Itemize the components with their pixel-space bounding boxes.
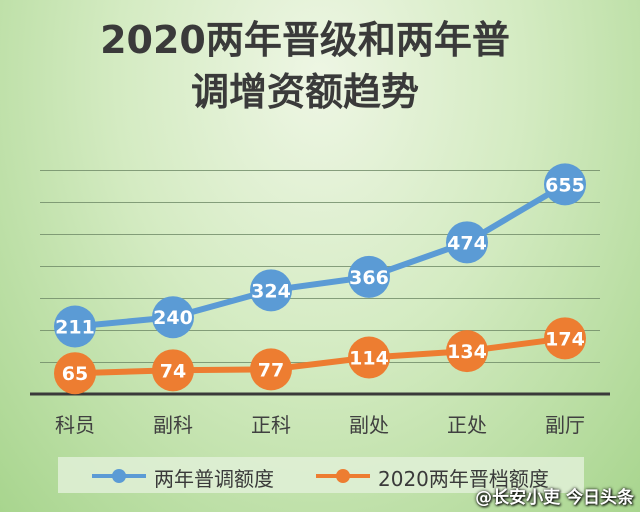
legend: 两年普调额度 2020两年晋档额度 — [58, 457, 584, 493]
data-label: 134 — [447, 341, 487, 363]
series-line — [74, 181, 567, 330]
series-line — [74, 335, 566, 377]
chart-title-line-1: 2020两年晋级和两年普 — [100, 18, 510, 62]
data-label: 366 — [349, 267, 389, 289]
x-tick-label: 副科 — [153, 413, 193, 437]
legend-label: 两年普调额度 — [154, 467, 274, 491]
data-label: 74 — [160, 360, 186, 382]
data-point — [250, 348, 292, 391]
data-label: 114 — [349, 348, 389, 370]
data-point — [54, 352, 96, 395]
chart-title: 2020两年晋级和两年普 调增资额趋势 — [0, 14, 610, 118]
data-point — [152, 349, 194, 392]
data-point — [544, 163, 586, 206]
data-label: 174 — [545, 328, 585, 350]
data-label: 324 — [251, 280, 291, 302]
watermark: @长安小吏 今日头条 — [475, 488, 634, 508]
data-label: 65 — [62, 363, 88, 385]
data-point — [250, 269, 292, 312]
legend-swatch-marker — [112, 469, 126, 483]
legend-swatch-marker — [336, 469, 350, 483]
data-point — [446, 221, 488, 264]
x-tick-label: 正科 — [251, 413, 291, 437]
data-label: 474 — [447, 232, 487, 254]
data-point — [54, 305, 96, 348]
data-point — [348, 336, 390, 379]
data-point — [544, 317, 586, 360]
data-label: 77 — [258, 359, 284, 381]
legend-label: 2020两年晋档额度 — [378, 467, 549, 491]
chart-title-line-2: 调增资额趋势 — [190, 70, 419, 114]
x-tick-label: 副处 — [349, 413, 389, 437]
data-label: 211 — [55, 316, 95, 338]
data-point — [152, 296, 194, 339]
data-label: 655 — [545, 174, 585, 196]
x-tick-label: 正处 — [447, 413, 487, 437]
data-point — [446, 330, 488, 373]
x-tick-label: 科员 — [55, 413, 95, 437]
x-tick-label: 副厅 — [545, 413, 585, 437]
data-label: 240 — [153, 307, 193, 329]
data-point — [348, 255, 390, 298]
